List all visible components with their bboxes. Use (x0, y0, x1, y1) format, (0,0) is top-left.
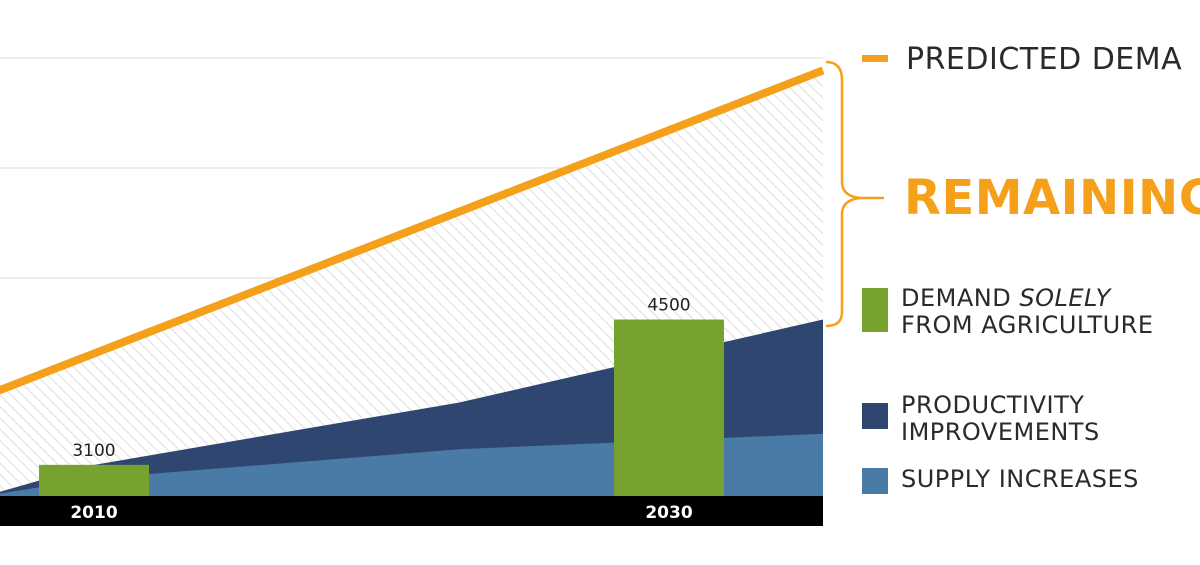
legend-swatch-productivity (862, 403, 888, 429)
remaining-brace (825, 60, 861, 328)
legend-agri-word: DEMAND (901, 284, 1012, 312)
x-tick-label-2010: 2010 (70, 503, 117, 523)
remaining-label: REMAINING (904, 170, 1200, 226)
legend-label-agriculture: DEMAND SOLELY FROM AGRICULTURE (901, 285, 1154, 339)
x-tick-label-2030: 2030 (645, 503, 692, 523)
legend-agri-line2: FROM AGRICULTURE (901, 311, 1154, 339)
legend-label-productivity: PRODUCTIVITY IMPROVEMENTS (901, 392, 1100, 446)
predicted-demand-line (0, 66, 825, 395)
legend-swatch-predicted-demand (862, 55, 888, 62)
bar-value-label-2030: 4500 (647, 296, 690, 316)
legend-prod-line1: PRODUCTIVITY (901, 391, 1085, 419)
legend-label-predicted-demand: PREDICTED DEMA (906, 42, 1183, 77)
legend-label-supply: SUPPLY INCREASES (901, 465, 1139, 493)
remaining-gap-hatch (0, 70, 823, 492)
legend-prod-line2: IMPROVEMENTS (901, 418, 1100, 446)
legend-agri-emphasis: SOLELY (1019, 284, 1111, 312)
bar-2010 (39, 464, 149, 496)
x-axis-band (0, 496, 823, 526)
legend-swatch-supply (862, 468, 888, 494)
legend-swatch-agriculture (862, 288, 888, 332)
bar-2030 (614, 319, 724, 496)
bar-value-label-2010: 3100 (72, 441, 115, 461)
